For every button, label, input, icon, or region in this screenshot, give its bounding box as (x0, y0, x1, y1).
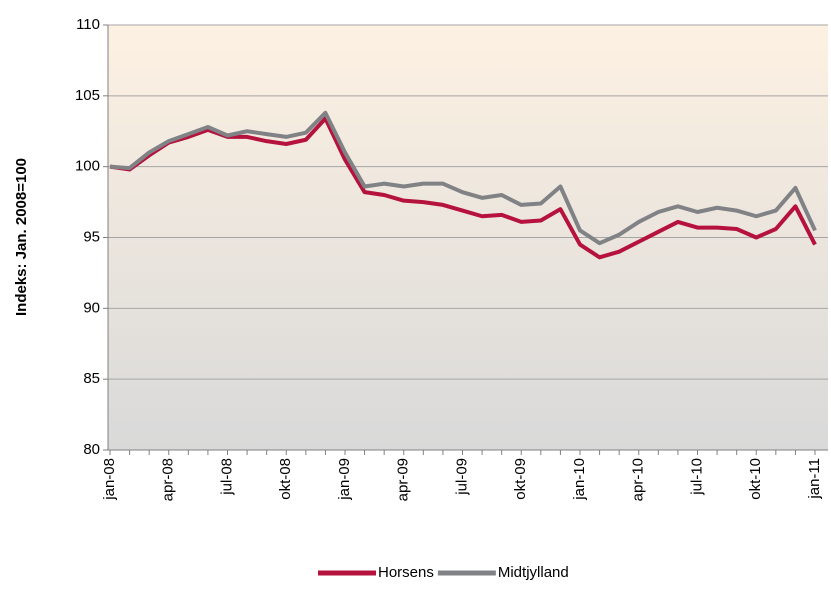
x-tick-label: okt-09 (512, 458, 529, 500)
line-series (109, 110, 817, 246)
x-tick-label: apr-09 (395, 458, 412, 501)
y-tick-label: 85 (83, 370, 100, 387)
x-tick-label: jul-10 (688, 458, 705, 496)
x-tick-label: jan-11 (806, 458, 823, 500)
y-axis-label: Indeks: Jan. 2008=100 (13, 158, 30, 316)
y-tick-label: 95 (83, 228, 100, 245)
x-tick-label: okt-10 (747, 458, 764, 500)
legend-label: Horsens (378, 564, 434, 581)
y-tick-label: 80 (83, 441, 100, 458)
x-tick-label: jan-09 (336, 458, 353, 501)
y-tick-label: 100 (75, 158, 100, 175)
y-tick-label: 110 (76, 16, 100, 33)
y-tick-label: 105 (75, 87, 100, 104)
x-tick-label: jan-08 (101, 458, 118, 501)
legend-label: Midtjylland (498, 564, 569, 581)
y-tick-label: 90 (83, 299, 100, 316)
x-tick-label: apr-08 (160, 458, 177, 501)
x-tick-label: okt-08 (277, 458, 294, 500)
x-tick-label: apr-10 (630, 458, 647, 501)
x-tick-label: jan-10 (571, 458, 588, 501)
x-tick-label: jul-09 (453, 458, 470, 496)
x-tick-label: jul-08 (218, 458, 235, 496)
